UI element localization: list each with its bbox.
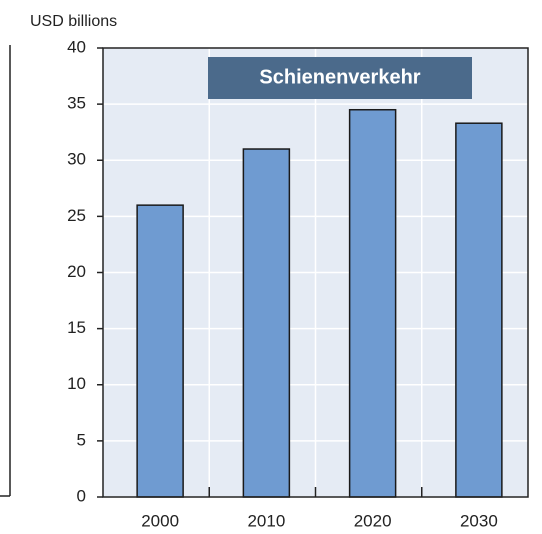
y-tick-label: 20 (67, 262, 86, 281)
y-axis-label: USD billions (30, 13, 117, 30)
x-tick-label: 2020 (354, 511, 392, 530)
y-tick-label: 15 (67, 318, 86, 337)
bar (136, 204, 184, 498)
y-tick-label: 0 (77, 486, 86, 505)
x-tick-label: 2010 (247, 511, 285, 530)
y-tick-label: 10 (67, 374, 86, 393)
y-tick-label: 40 (67, 37, 86, 56)
bar (242, 148, 291, 498)
y-tick-label: 25 (67, 206, 86, 225)
bar (348, 108, 397, 498)
chart-title: Schienenverkehr (259, 66, 420, 88)
y-tick-label: 5 (77, 430, 86, 449)
y-tick-label: 30 (67, 150, 86, 169)
y-tick-label: 35 (67, 94, 86, 113)
bar (455, 122, 503, 498)
plot-frame (102, 47, 529, 498)
x-tick-label: 2030 (460, 511, 498, 530)
x-tick-label: 2000 (141, 511, 179, 530)
title-box (208, 57, 472, 99)
